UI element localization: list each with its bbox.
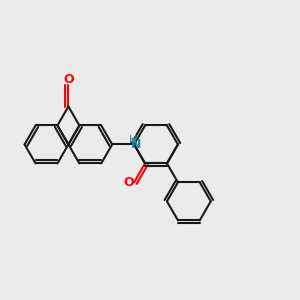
Text: H: H bbox=[128, 135, 137, 145]
Text: O: O bbox=[123, 176, 134, 189]
Text: O: O bbox=[63, 73, 74, 86]
Text: N: N bbox=[130, 138, 141, 151]
